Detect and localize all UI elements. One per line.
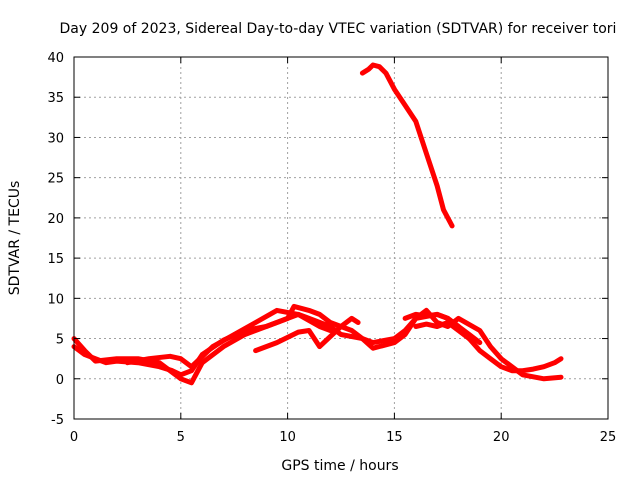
y-tick-label: 15 — [47, 252, 64, 267]
y-tick-label: 0 — [56, 373, 64, 388]
axis-ticks: 0 5 10 15 20 25 -5 0 5 10 15 20 25 30 35 40 — [47, 51, 616, 445]
y-tick-label: 5 — [56, 333, 64, 348]
x-tick-label: 25 — [600, 430, 617, 445]
series-band-b — [71, 303, 564, 386]
grid — [74, 57, 608, 419]
plot-frame — [73, 56, 609, 420]
x-axis-label: GPS time / hours — [281, 458, 398, 474]
series-layer — [71, 62, 564, 386]
y-tick-label: 20 — [47, 212, 64, 227]
y-tick-label: 35 — [47, 91, 64, 106]
y-tick-label: -5 — [51, 413, 64, 428]
series-band-a — [71, 311, 564, 378]
y-tick-label: 30 — [47, 131, 64, 146]
y-tick-label: 40 — [47, 51, 64, 66]
series-band-f — [413, 320, 472, 342]
series-band-c — [124, 307, 333, 370]
y-tick-label: 25 — [47, 172, 64, 187]
x-tick-label: 5 — [177, 430, 185, 445]
y-tick-label: 10 — [47, 292, 64, 307]
chart-title: Day 209 of 2023, Sidereal Day-to-day VTE… — [60, 21, 617, 37]
x-tick-label: 10 — [279, 430, 296, 445]
x-tick-label: 20 — [493, 430, 510, 445]
series-band-d — [253, 315, 361, 354]
x-tick-label: 0 — [70, 430, 78, 445]
y-axis-label: SDTVAR / TECUs — [7, 181, 23, 296]
series-spike — [359, 62, 455, 229]
series-band-e — [402, 311, 483, 346]
x-tick-label: 15 — [386, 430, 403, 445]
